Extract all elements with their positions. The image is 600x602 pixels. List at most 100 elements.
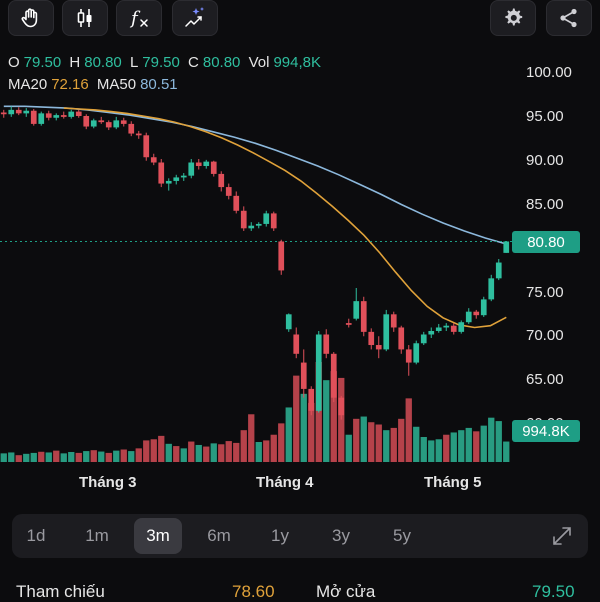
candle-body: [158, 162, 165, 184]
volume-bar: [353, 418, 360, 462]
candle-body: [225, 187, 232, 196]
volume-bar: [503, 441, 510, 462]
hand-tool-button[interactable]: [8, 0, 54, 36]
volume-bar: [203, 446, 210, 462]
volume-bar: [143, 440, 150, 462]
volume-bar: [188, 441, 195, 462]
candle-body: [420, 334, 427, 344]
candle-body: [315, 334, 322, 411]
volume-bar: [75, 452, 82, 462]
candle-body: [188, 162, 195, 176]
candle-body: [248, 225, 255, 229]
candle-body: [450, 325, 457, 332]
hand-icon: [21, 8, 38, 28]
candle-body: [263, 213, 270, 224]
candle-body: [195, 162, 202, 167]
candle-body: [68, 111, 75, 117]
candle-body: [368, 331, 375, 346]
candle-body: [203, 161, 210, 167]
volume-bar: [210, 443, 217, 462]
volume-bar: [158, 435, 165, 462]
candle-body: [98, 120, 105, 123]
volume-bar: [285, 407, 292, 462]
indicators-button[interactable]: f: [116, 0, 162, 36]
ma20-label: MA20: [8, 76, 48, 93]
price-chart[interactable]: [0, 0, 600, 470]
volume-bar: [345, 434, 352, 462]
volume-bar: [255, 442, 262, 462]
function-icon: f: [129, 8, 148, 29]
chart-type-button[interactable]: [62, 0, 108, 36]
candle-body: [293, 334, 300, 354]
volume-bar: [293, 375, 300, 462]
candle-body: [413, 343, 420, 363]
volume-badge: 994.8K: [512, 420, 580, 442]
range-1m-button[interactable]: 1m: [85, 526, 109, 545]
ma20-value: 72.16: [51, 76, 89, 93]
candle-body: [0, 112, 7, 115]
volume-bar: [248, 414, 255, 462]
volume-value: 994,8K: [273, 54, 321, 71]
range-3y-button[interactable]: 3y: [332, 526, 350, 545]
range-6m-button[interactable]: 6m: [207, 526, 231, 545]
candle-body: [180, 175, 187, 178]
volume-bar: [135, 448, 142, 462]
price-tick: 100.00: [526, 64, 572, 81]
volume-bar: [323, 380, 330, 462]
volume-bar: [398, 418, 405, 462]
candle-body: [105, 122, 112, 128]
volume-bar: [488, 417, 495, 462]
settings-button[interactable]: [490, 0, 536, 36]
volume-bar: [15, 455, 22, 462]
volume-bar: [263, 440, 270, 462]
price-tick: 65.00: [526, 371, 564, 388]
volume-bar: [38, 451, 45, 462]
share-icon: [560, 8, 577, 28]
open-price-label: Mở cửa: [316, 582, 376, 601]
volume-bar: [413, 426, 420, 462]
candle-body: [90, 120, 97, 127]
volume-bar: [495, 421, 502, 462]
ma50-label: MA50: [96, 76, 137, 93]
fullscreen-button[interactable]: [538, 518, 586, 554]
candlestick-icon: [77, 9, 92, 27]
volume-bar: [120, 449, 127, 462]
volume-bar: [300, 393, 307, 462]
open-price-value: 79.50: [532, 582, 575, 601]
candle-body: [165, 180, 172, 184]
ohlc-readout: O 79.50 H 80.80 L 79.50 C 80.80 Vol 994,8K: [8, 54, 325, 71]
ai-analysis-button[interactable]: [172, 0, 218, 36]
range-3m-button[interactable]: 3m: [134, 518, 182, 554]
range-1y-button[interactable]: 1y: [271, 526, 289, 545]
range-1d-button[interactable]: 1d: [26, 526, 46, 545]
candle-body: [45, 113, 52, 118]
candle-body: [405, 349, 412, 363]
range-5y-button[interactable]: 5y: [393, 526, 411, 545]
current-price-badge: 80.80: [512, 231, 580, 253]
volume-bar: [458, 430, 465, 462]
volume-bar: [30, 452, 37, 462]
ma-readout: MA20 72.16 MA50 80.51: [8, 76, 182, 93]
volume-bar: [360, 416, 367, 462]
volume-bar: [308, 402, 315, 462]
candle-body: [60, 115, 67, 117]
price-tick: 90.00: [526, 152, 564, 169]
candle-body: [173, 177, 180, 181]
gear-icon: [505, 8, 523, 26]
candle-body: [218, 173, 225, 188]
candle-body: [338, 397, 345, 416]
volume-bar: [83, 451, 90, 462]
volume-bar: [375, 424, 382, 462]
expand-icon: [553, 527, 571, 545]
close-value: 80.80: [202, 54, 241, 71]
volume-bar: [330, 371, 337, 462]
volume-bar: [90, 450, 97, 462]
share-button[interactable]: [546, 0, 592, 36]
volume-bar: [240, 430, 247, 462]
candle-body: [495, 262, 502, 279]
ma50-value: 80.51: [140, 76, 178, 93]
volume-bar: [68, 452, 75, 462]
candle-body: [30, 110, 37, 124]
open-label: O: [8, 54, 20, 71]
candle-body: [135, 133, 142, 136]
